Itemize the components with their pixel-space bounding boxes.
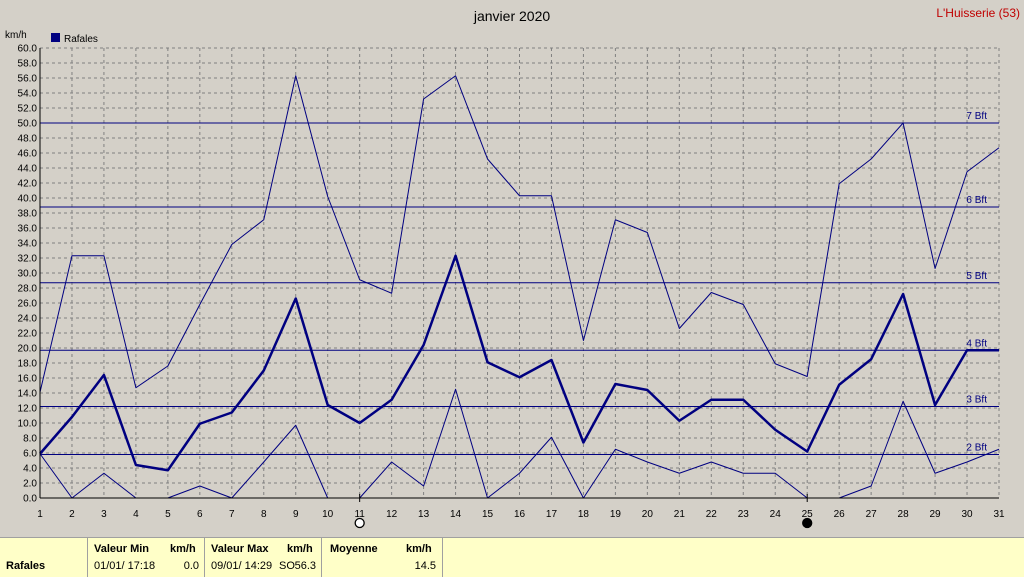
legend-label: Rafales <box>64 34 98 45</box>
x-tick-label: 23 <box>738 509 750 520</box>
beaufort-label: 3 Bft <box>966 395 987 406</box>
y-axis-unit: km/h <box>5 30 27 41</box>
x-tick-label: 9 <box>293 509 299 520</box>
max-value: 56.3 <box>294 560 316 572</box>
x-tick-label: 26 <box>834 509 846 520</box>
stats-footer: Rafales Valeur Min km/h 01/01/ 17:18 0.0… <box>0 537 1024 577</box>
x-tick-label: 3 <box>101 509 107 520</box>
y-tick-label: 22.0 <box>18 329 38 340</box>
max-header: Valeur Max <box>211 543 269 555</box>
footer-max-cell: Valeur Max km/h 09/01/ 14:29 SO 56.3 <box>204 538 322 577</box>
new-moon-icon <box>802 517 813 529</box>
y-tick-label: 28.0 <box>18 284 38 295</box>
series-line-max <box>39 75 1000 393</box>
beaufort-label: 2 Bft <box>966 443 987 454</box>
x-tick-label: 18 <box>578 509 590 520</box>
y-tick-label: 36.0 <box>18 224 38 235</box>
x-tick-label: 4 <box>133 509 139 520</box>
y-tick-label: 48.0 <box>18 134 38 145</box>
wind-chart: 2 Bft 3 Bft 4 Bft 5 Bft 6 Bft 7 Bft 0.0 2.0 4.0… <box>5 6 1020 529</box>
x-tick-label: 1 <box>37 509 43 520</box>
x-tick-label: 20 <box>642 509 654 520</box>
x-tick-label: 30 <box>961 509 973 520</box>
max-time: 09/01/ 14:29 <box>211 560 273 572</box>
x-tick-label: 22 <box>706 509 718 520</box>
footer-min-cell: Valeur Min km/h 01/01/ 17:18 0.0 <box>87 538 205 577</box>
x-tick-label: 5 <box>165 509 171 520</box>
y-tick-label: 34.0 <box>18 239 38 250</box>
x-tick-label: 2 <box>69 509 75 520</box>
y-tick-label: 30.0 <box>18 269 38 280</box>
x-tick-label: 24 <box>770 509 782 520</box>
x-tick-label: 10 <box>322 509 334 520</box>
mean-value: 14.5 <box>414 560 436 572</box>
mean-header: Moyenne <box>330 543 378 555</box>
x-tick-label: 28 <box>898 509 910 520</box>
x-tick-label: 27 <box>866 509 878 520</box>
y-tick-label: 38.0 <box>18 209 38 220</box>
y-tick-label: 24.0 <box>18 314 38 325</box>
y-tick-label: 20.0 <box>18 344 38 355</box>
beaufort-label: 4 Bft <box>966 338 987 349</box>
x-tick-label: 8 <box>261 509 267 520</box>
y-tick-label: 32.0 <box>18 254 38 265</box>
axes: 0.02.04.06.08.010.012.014.016.018.020.02… <box>18 44 1005 529</box>
y-tick-label: 46.0 <box>18 149 38 160</box>
x-tick-label: 25 <box>802 509 814 520</box>
series-line-mean <box>39 254 999 472</box>
beaufort-lines: 2 Bft 3 Bft 4 Bft 5 Bft 6 Bft 7 Bft <box>40 111 999 455</box>
x-tick-label: 21 <box>674 509 686 520</box>
y-tick-label: 58.0 <box>18 59 38 70</box>
y-tick-label: 54.0 <box>18 89 38 100</box>
footer-row-label: Rafales <box>6 560 46 572</box>
beaufort-label: 7 Bft <box>966 111 987 122</box>
x-tick-label: 17 <box>546 509 558 520</box>
station-name: L'Huisserie (53) <box>936 6 1020 20</box>
x-tick-label: 29 <box>930 509 942 520</box>
x-tick-label: 15 <box>482 509 494 520</box>
min-value: 0.0 <box>183 560 199 572</box>
y-tick-label: 42.0 <box>18 179 38 190</box>
min-header: Valeur Min <box>94 543 150 555</box>
y-tick-label: 0.0 <box>23 494 37 505</box>
min-time: 01/01/ 17:18 <box>94 560 156 572</box>
y-tick-label: 60.0 <box>18 44 38 55</box>
footer-row-label-cell: Rafales <box>0 538 87 577</box>
mean-unit: km/h <box>406 543 432 555</box>
y-tick-label: 40.0 <box>18 194 38 205</box>
max-unit: km/h <box>287 543 313 555</box>
y-tick-label: 10.0 <box>18 419 38 430</box>
x-tick-label: 12 <box>386 509 398 520</box>
chart-title: janvier 2020 <box>473 8 550 24</box>
x-tick-label: 6 <box>197 509 203 520</box>
grid <box>40 47 1000 498</box>
x-tick-label: 11 <box>354 509 365 520</box>
y-tick-label: 6.0 <box>23 449 37 460</box>
x-tick-label: 7 <box>229 509 235 520</box>
x-tick-label: 13 <box>418 509 430 520</box>
legend-swatch <box>51 33 60 42</box>
y-tick-label: 50.0 <box>18 119 38 130</box>
x-tick-label: 31 <box>993 509 1005 520</box>
y-tick-label: 56.0 <box>18 74 38 85</box>
max-direction: SO <box>279 560 295 572</box>
x-tick-label: 19 <box>610 509 622 520</box>
footer-mean-cell: Moyenne km/h 14.5 <box>321 538 443 577</box>
y-tick-label: 18.0 <box>18 359 38 370</box>
y-tick-label: 2.0 <box>23 479 37 490</box>
full-moon-icon <box>354 517 365 529</box>
x-tick-label: 14 <box>450 509 462 520</box>
y-tick-label: 12.0 <box>18 404 38 415</box>
beaufort-label: 5 Bft <box>966 271 987 282</box>
y-tick-label: 16.0 <box>18 374 38 385</box>
beaufort-label: 6 Bft <box>966 195 987 206</box>
y-tick-label: 26.0 <box>18 299 38 310</box>
y-tick-label: 4.0 <box>23 464 37 475</box>
y-tick-label: 44.0 <box>18 164 38 175</box>
x-tick-label: 16 <box>514 509 526 520</box>
y-tick-label: 14.0 <box>18 389 38 400</box>
y-tick-label: 52.0 <box>18 104 38 115</box>
y-tick-label: 8.0 <box>23 434 37 445</box>
min-unit: km/h <box>170 543 196 555</box>
